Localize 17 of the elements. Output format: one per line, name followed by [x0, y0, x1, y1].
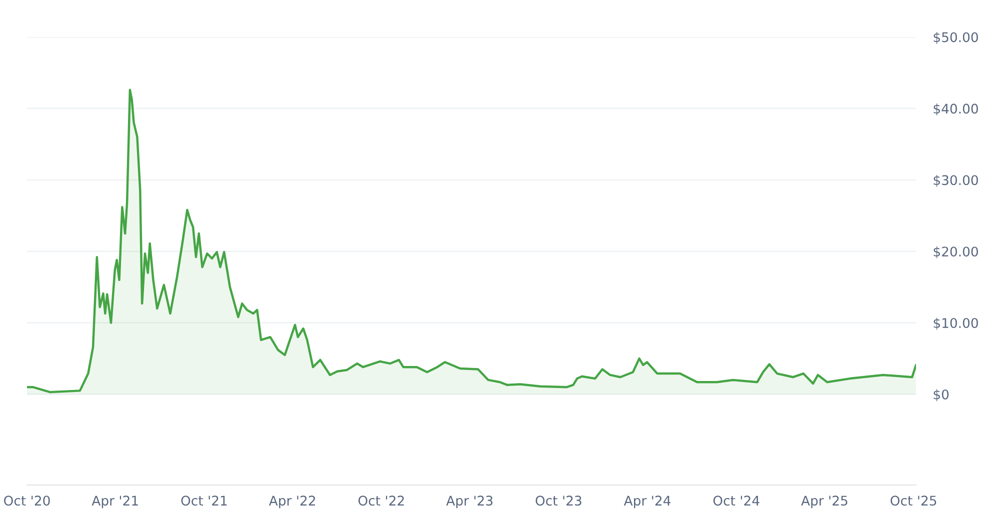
x-tick-label: Apr '25 — [801, 496, 848, 508]
x-tick-label: Oct '25 — [890, 496, 936, 506]
y-tick-label: $30.00 — [934, 174, 978, 187]
x-tick-label: Oct '22 — [358, 496, 404, 506]
x-tick-label: Oct '23 — [536, 496, 582, 506]
y-tick-label: $40.00 — [934, 103, 978, 116]
x-tick-label: Oct '21 — [181, 496, 227, 506]
x-tick-label: Oct '24 — [713, 496, 760, 506]
y-tick-label: $50.00 — [934, 32, 978, 44]
x-tick-label: Oct '20 — [4, 496, 50, 506]
x-tick-label: Apr '24 — [624, 496, 670, 508]
y-tick-label: $20.00 — [934, 246, 978, 258]
x-tick-label: Apr '22 — [268, 496, 315, 508]
y-tick-label: $10.00 — [934, 318, 978, 330]
x-tick-label: Apr '23 — [446, 496, 492, 508]
x-tick-label: Apr '21 — [92, 496, 138, 508]
y-tick-label: $0 — [934, 389, 949, 402]
